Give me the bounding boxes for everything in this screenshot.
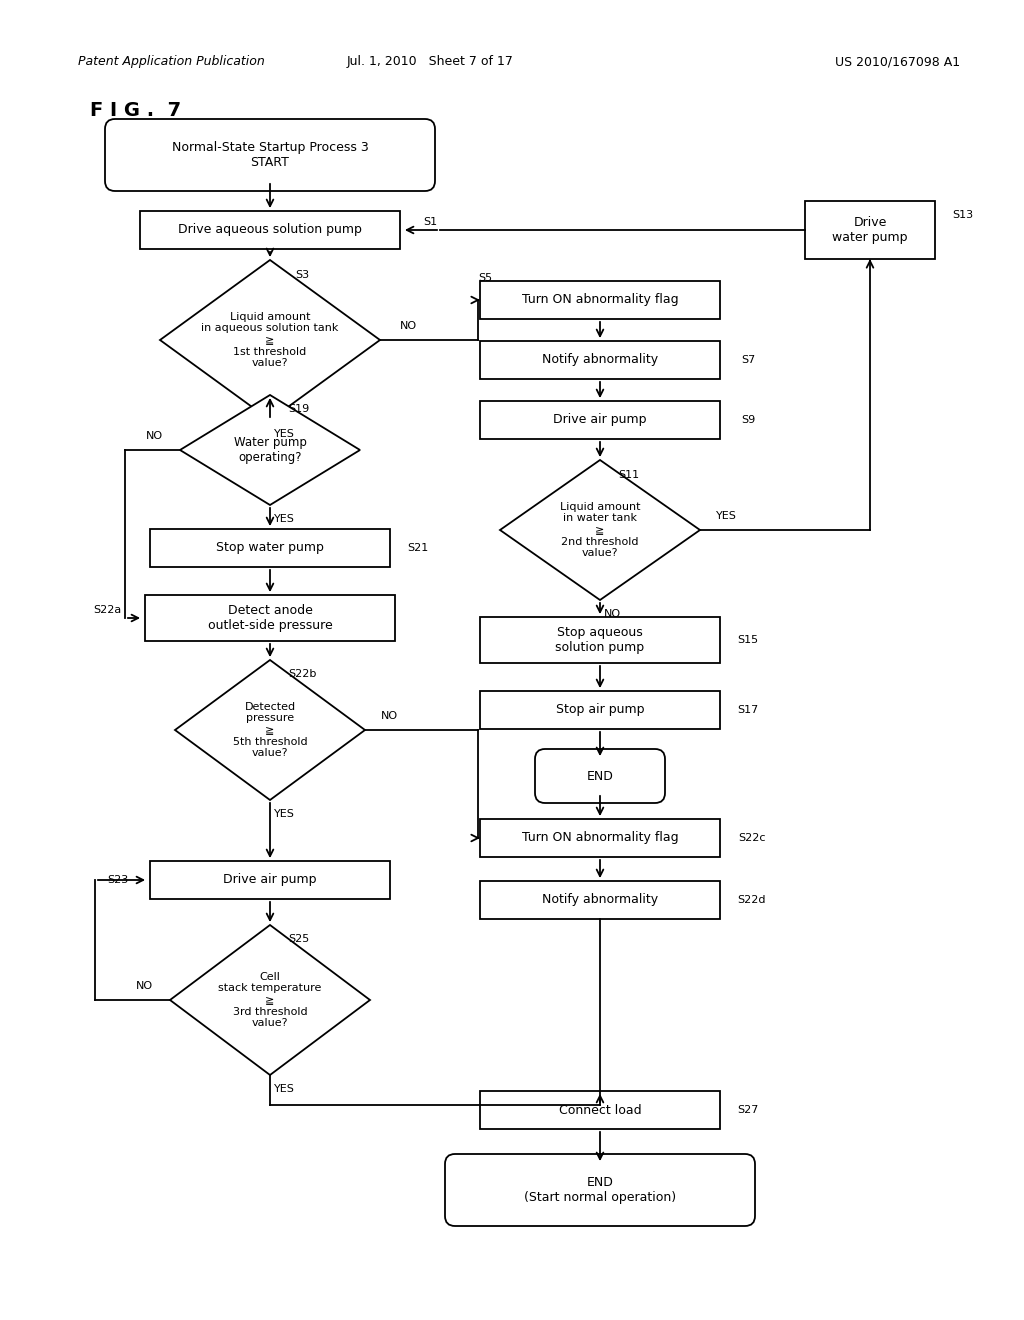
Polygon shape (170, 925, 370, 1074)
FancyBboxPatch shape (150, 861, 390, 899)
Text: Water pump
operating?: Water pump operating? (233, 436, 306, 465)
Text: US 2010/167098 A1: US 2010/167098 A1 (835, 55, 961, 69)
Text: Drive air pump: Drive air pump (553, 413, 647, 426)
Text: S19: S19 (288, 404, 309, 414)
FancyBboxPatch shape (480, 880, 720, 919)
Text: Normal-State Startup Process 3
START: Normal-State Startup Process 3 START (172, 141, 369, 169)
Text: Notify abnormality: Notify abnormality (542, 894, 658, 907)
Text: Connect load: Connect load (559, 1104, 641, 1117)
FancyBboxPatch shape (105, 119, 435, 191)
Polygon shape (160, 260, 380, 420)
FancyBboxPatch shape (805, 201, 935, 259)
Text: S25: S25 (288, 935, 309, 944)
Polygon shape (180, 395, 360, 506)
Text: S23: S23 (108, 875, 129, 884)
Text: S7: S7 (741, 355, 755, 366)
Text: YES: YES (273, 429, 295, 440)
Text: S3: S3 (295, 271, 309, 280)
FancyBboxPatch shape (480, 281, 720, 319)
Text: Stop aqueous
solution pump: Stop aqueous solution pump (555, 626, 644, 653)
FancyBboxPatch shape (145, 595, 395, 642)
Text: S22d: S22d (737, 895, 766, 906)
Text: S5: S5 (478, 273, 493, 282)
FancyBboxPatch shape (150, 529, 390, 568)
Text: S21: S21 (408, 543, 429, 553)
Text: END: END (587, 770, 613, 783)
Text: NO: NO (381, 711, 397, 721)
FancyBboxPatch shape (445, 1154, 755, 1226)
Text: S9: S9 (741, 414, 755, 425)
Text: S11: S11 (618, 470, 639, 480)
Text: Turn ON abnormality flag: Turn ON abnormality flag (521, 832, 678, 845)
FancyBboxPatch shape (480, 616, 720, 663)
Text: S15: S15 (737, 635, 759, 645)
Text: NO: NO (145, 432, 163, 441)
Text: S22b: S22b (288, 669, 316, 678)
Text: Stop water pump: Stop water pump (216, 541, 324, 554)
Text: S17: S17 (737, 705, 759, 715)
Text: Liquid amount
in aqueous solution tank
≧
1st threshold
value?: Liquid amount in aqueous solution tank ≧… (202, 312, 339, 368)
Text: Drive
water pump: Drive water pump (833, 216, 907, 244)
Text: Drive aqueous solution pump: Drive aqueous solution pump (178, 223, 361, 236)
Text: S27: S27 (737, 1105, 759, 1115)
Polygon shape (500, 459, 700, 601)
Text: NO: NO (135, 981, 153, 991)
Text: YES: YES (716, 511, 736, 521)
Text: Patent Application Publication: Patent Application Publication (78, 55, 265, 69)
Text: Turn ON abnormality flag: Turn ON abnormality flag (521, 293, 678, 306)
Text: S22c: S22c (738, 833, 766, 843)
Text: Detect anode
outlet-side pressure: Detect anode outlet-side pressure (208, 605, 333, 632)
Text: YES: YES (273, 1084, 295, 1094)
Text: Jul. 1, 2010   Sheet 7 of 17: Jul. 1, 2010 Sheet 7 of 17 (346, 55, 513, 69)
Text: Cell
stack temperature
≧
3rd threshold
value?: Cell stack temperature ≧ 3rd threshold v… (218, 972, 322, 1028)
Text: YES: YES (273, 809, 295, 818)
Text: NO: NO (603, 609, 621, 619)
Polygon shape (175, 660, 365, 800)
Text: Liquid amount
in water tank
≧
2nd threshold
value?: Liquid amount in water tank ≧ 2nd thresh… (560, 502, 640, 558)
Text: YES: YES (273, 513, 295, 524)
Text: S1: S1 (423, 216, 437, 227)
Text: S22a: S22a (93, 605, 121, 615)
FancyBboxPatch shape (480, 690, 720, 729)
FancyBboxPatch shape (480, 1092, 720, 1129)
Text: F I G .  7: F I G . 7 (90, 100, 181, 120)
Text: S13: S13 (952, 210, 974, 220)
Text: Stop air pump: Stop air pump (556, 704, 644, 717)
Text: Notify abnormality: Notify abnormality (542, 354, 658, 367)
FancyBboxPatch shape (140, 211, 400, 249)
Text: Detected
pressure
≧
5th threshold
value?: Detected pressure ≧ 5th threshold value? (232, 702, 307, 758)
Text: Drive air pump: Drive air pump (223, 874, 316, 887)
Text: END
(Start normal operation): END (Start normal operation) (524, 1176, 676, 1204)
FancyBboxPatch shape (535, 748, 665, 803)
Text: NO: NO (399, 321, 417, 331)
FancyBboxPatch shape (480, 818, 720, 857)
FancyBboxPatch shape (480, 341, 720, 379)
FancyBboxPatch shape (480, 401, 720, 440)
